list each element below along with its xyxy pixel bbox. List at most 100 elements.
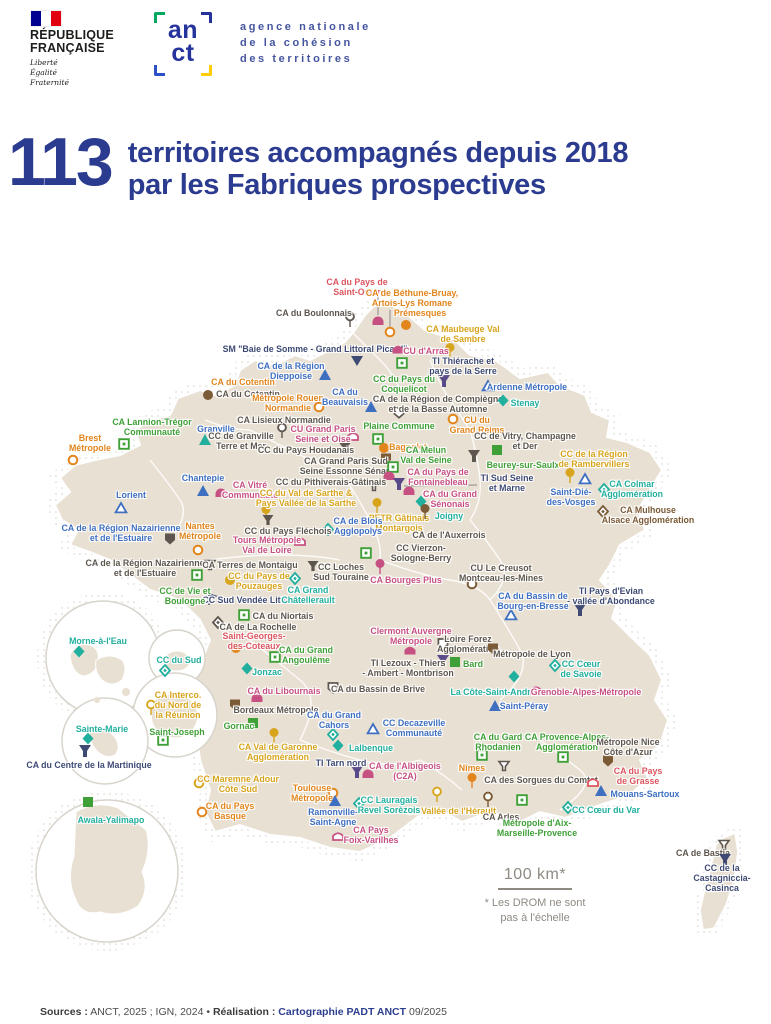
map-marker xyxy=(338,440,352,458)
map-marker xyxy=(507,669,521,687)
map-marker xyxy=(597,482,611,500)
scale-note-1: * Les DROM ne sont xyxy=(484,897,586,909)
map-marker xyxy=(448,654,462,672)
map-marker xyxy=(465,576,479,594)
map-marker xyxy=(497,758,511,776)
map-marker xyxy=(391,341,405,359)
french-flag-icon xyxy=(30,10,62,27)
anct-name-line: de la cohésion xyxy=(240,36,353,49)
map-marker xyxy=(195,804,209,822)
map-marker xyxy=(331,828,345,846)
map-marker xyxy=(578,471,592,489)
rf-line2: FRANÇAISE xyxy=(30,41,105,56)
map-marker xyxy=(596,504,610,522)
map-marker xyxy=(395,355,409,373)
map-marker xyxy=(196,483,210,501)
map-marker xyxy=(156,732,170,750)
sources-text: ANCT, 2025 ; IGN, 2024 • xyxy=(87,1006,213,1018)
map-marker xyxy=(326,727,340,745)
drom-insets xyxy=(27,592,218,951)
map-marker xyxy=(192,775,206,793)
map-marker xyxy=(371,431,385,449)
map-marker xyxy=(548,658,562,676)
map-marker xyxy=(486,641,500,659)
map-marker xyxy=(144,698,158,716)
anct-logo-an: an xyxy=(167,16,199,44)
map-marker xyxy=(361,766,375,784)
map-marker xyxy=(203,557,217,575)
map-marker xyxy=(717,837,731,855)
anct-name-line: agence nationale xyxy=(240,21,371,33)
map-marker xyxy=(529,682,543,700)
map-marker xyxy=(267,726,281,744)
motto-egalite: Égalité xyxy=(30,68,57,77)
map-marker xyxy=(223,572,237,590)
anct-logo-ct: ct xyxy=(171,39,195,67)
map-marker xyxy=(268,649,282,667)
map-marker xyxy=(601,753,615,771)
map-marker xyxy=(386,459,400,477)
map-marker xyxy=(402,483,416,501)
map-marker xyxy=(403,642,417,660)
map-marker xyxy=(312,399,326,417)
map-marker xyxy=(418,502,432,520)
map-marker xyxy=(366,721,380,739)
bracket-icon xyxy=(154,65,165,76)
map-marker xyxy=(364,399,378,417)
map-marker xyxy=(436,653,450,671)
map-marker xyxy=(190,567,204,585)
map-marker xyxy=(377,440,391,458)
territory-count: 113 xyxy=(8,124,114,200)
map-marker xyxy=(481,378,495,396)
rf-line1: RÉPUBLIQUE xyxy=(30,28,114,42)
map-marker xyxy=(370,496,384,514)
bracket-icon xyxy=(201,12,212,23)
republique-francaise-logo: RÉPUBLIQUE FRANÇAISE Liberté Égalité Fra… xyxy=(30,10,126,88)
map-marker xyxy=(556,749,570,767)
map-marker xyxy=(326,680,340,698)
label-connectors xyxy=(377,296,478,487)
map-marker xyxy=(228,697,242,715)
map-marker xyxy=(573,602,587,620)
region-borders xyxy=(149,329,587,811)
map-marker xyxy=(66,452,80,470)
map-marker xyxy=(328,793,342,811)
map-marker xyxy=(250,690,264,708)
map-marker xyxy=(229,640,243,658)
map-marker xyxy=(399,317,413,335)
map-marker xyxy=(430,785,444,803)
map-marker xyxy=(326,785,340,803)
sources-label: Sources : xyxy=(40,1006,88,1018)
map-marker xyxy=(436,636,450,654)
map-marker xyxy=(352,796,366,814)
footer: Sources : ANCT, 2025 ; IGN, 2024 • Réali… xyxy=(40,1006,447,1018)
scale-line xyxy=(498,888,572,890)
title-line1: territoires accompagnés depuis 2018 xyxy=(127,137,629,169)
map-marker xyxy=(261,512,275,530)
map-marker xyxy=(114,500,128,518)
map-marker xyxy=(465,771,479,789)
map-marker xyxy=(191,542,205,560)
map-marker xyxy=(201,387,215,405)
scale-bar: 100 km* * Les DROM ne sont pas à l'échel… xyxy=(455,866,615,926)
map-marker xyxy=(81,731,95,749)
map-marker xyxy=(496,393,510,411)
map-marker xyxy=(81,794,95,812)
map-marker xyxy=(490,442,504,460)
map-marker xyxy=(78,743,92,761)
map-marker xyxy=(488,698,502,716)
motto-liberte: Liberté xyxy=(30,58,58,68)
map-marker xyxy=(306,558,320,576)
map-marker xyxy=(392,405,406,423)
anct-logo: an ct xyxy=(154,12,212,76)
anct-name-line: des territoires xyxy=(240,52,353,65)
map-marker xyxy=(288,571,302,589)
map-marker xyxy=(350,764,364,782)
bracket-icon xyxy=(154,12,165,23)
map-marker xyxy=(481,790,495,808)
map-marker xyxy=(392,476,406,494)
map-marker xyxy=(211,615,225,633)
map-marker xyxy=(718,852,732,870)
